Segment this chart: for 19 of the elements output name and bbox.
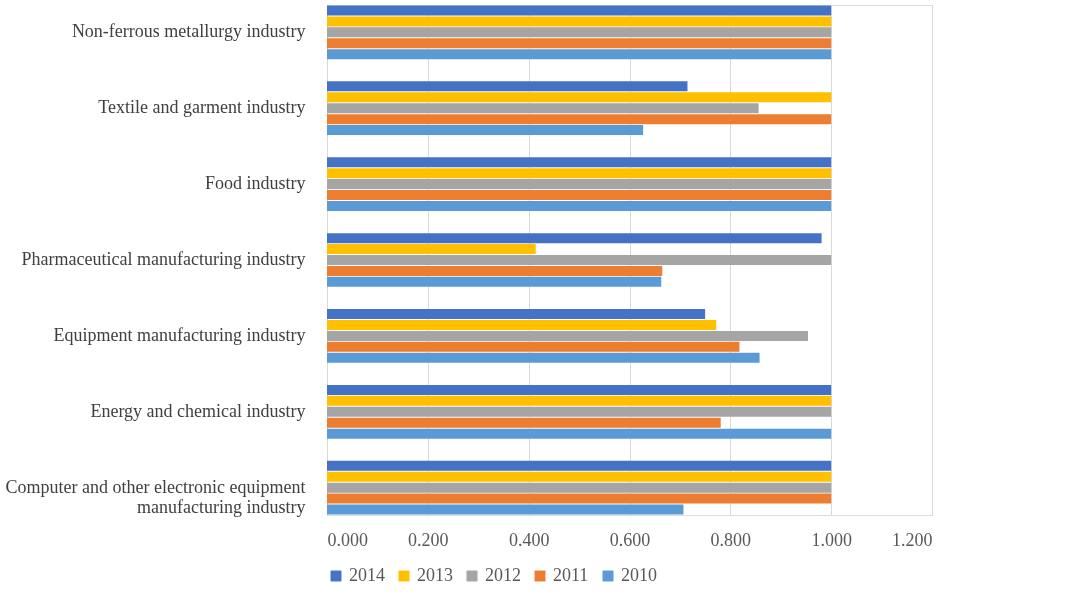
x-tick-label: 0.600: [609, 529, 651, 550]
legend-label: 2010: [621, 565, 657, 585]
legend-label: 2012: [485, 565, 521, 585]
x-tick-label: 0.200: [408, 529, 449, 550]
x-tick-label: 0.400: [508, 529, 550, 550]
y-tick-label: Food industry: [204, 173, 306, 194]
x-tick-label: 0.000: [327, 529, 368, 550]
legend-label: 2011: [553, 565, 589, 585]
x-tick-label: 0.800: [710, 529, 752, 550]
y-tick-label: Textile and garment industry: [98, 97, 306, 118]
y-tick-label: Equipment manufacturing industry: [53, 324, 306, 345]
legend-label: 2013: [417, 565, 453, 585]
legend-label: 2014: [349, 565, 385, 585]
y-tick-label: Pharmaceutical manufacturing industry: [21, 249, 306, 269]
y-tick-label: Non-ferrous metallurgy industry: [71, 21, 306, 42]
y-tick-label: Energy and chemical industry: [90, 400, 306, 421]
x-tick-label: 1.200: [892, 529, 933, 550]
x-tick-label: 1.000: [811, 529, 852, 550]
y-tick-label: Computer and other electronic equipment manufacturing industry: [5, 476, 306, 517]
